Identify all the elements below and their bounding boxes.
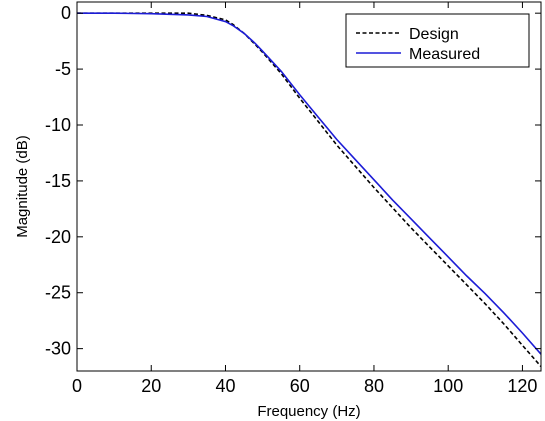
- legend-box: [345, 13, 530, 68]
- y-tick-label: -10: [45, 115, 71, 135]
- y-tick-label: 0: [61, 3, 71, 23]
- x-tick-label: 80: [364, 376, 384, 396]
- x-tick-label: 0: [72, 376, 82, 396]
- x-tick-label: 120: [507, 376, 537, 396]
- x-axis-label: Frequency (Hz): [257, 403, 360, 420]
- plot-frame: [76, 1, 542, 372]
- y-tick-label: -20: [45, 227, 71, 247]
- series-line-design: [77, 12, 542, 368]
- y-tick-label: -5: [55, 59, 71, 79]
- legend-label-design: Design: [409, 26, 459, 43]
- x-tick-label: 40: [215, 376, 235, 396]
- series-line-measured: [77, 12, 542, 355]
- x-tick-label: 60: [290, 376, 310, 396]
- y-tick-label: -25: [45, 283, 71, 303]
- axis-ticks: 0 20 40 60 80 100 120 0 -5 -10 -15 -20 -25 -30: [45, 2, 541, 396]
- y-tick-label: -30: [45, 339, 71, 359]
- legend: Design Measured: [345, 13, 530, 68]
- plot-content: [77, 12, 542, 368]
- y-axis-label: Magnitude (dB): [14, 135, 31, 238]
- y-tick-label: -15: [45, 171, 71, 191]
- x-tick-label: 20: [141, 376, 161, 396]
- x-tick-label: 100: [433, 376, 463, 396]
- legend-label-measured: Measured: [409, 46, 480, 63]
